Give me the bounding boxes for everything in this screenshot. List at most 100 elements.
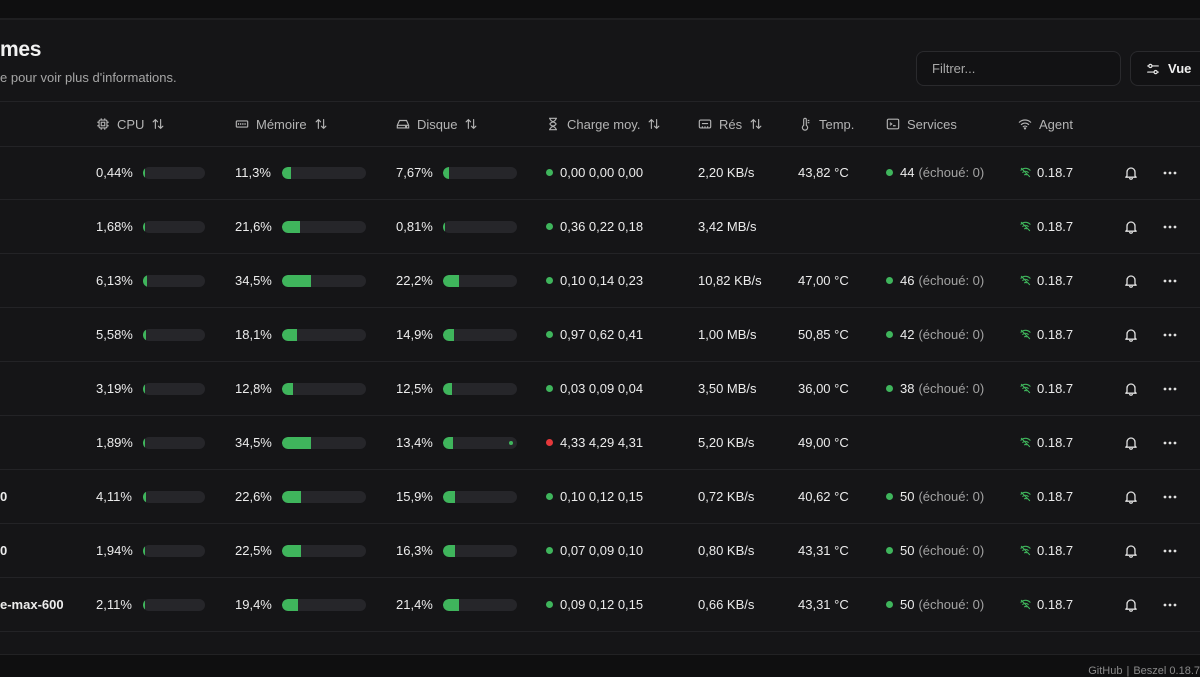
- top-bar: [0, 0, 1200, 19]
- memory-bar: [282, 382, 366, 395]
- notifications-button[interactable]: [1123, 362, 1139, 415]
- table-row[interactable]: 0,44% 11,3% 7,67% 0,00 0,00 0,00 2,20 KB/s 43…: [0, 146, 1200, 200]
- load-value: 0,10 0,12 0,15: [560, 489, 644, 504]
- column-temperature-label: Temp.: [819, 116, 855, 132]
- more-actions-button[interactable]: [1162, 146, 1178, 199]
- network-card-icon: [698, 119, 712, 129]
- more-actions-button[interactable]: [1162, 524, 1178, 577]
- agent-cell: 0.18.7: [1020, 146, 1073, 199]
- load-value: 0,09 0,12 0,15: [560, 597, 644, 612]
- agent-status-icon: [1020, 275, 1031, 286]
- system-name[interactable]: 0: [0, 489, 8, 504]
- notifications-button[interactable]: [1123, 416, 1139, 469]
- load-cell: 0,10 0,12 0,15: [546, 470, 643, 523]
- load-status-dot: [546, 439, 553, 446]
- notifications-button[interactable]: [1123, 146, 1139, 199]
- agent-version: 0.18.7: [1037, 543, 1074, 558]
- more-actions-button[interactable]: [1162, 308, 1178, 361]
- table-row[interactable]: 6,13% 34,5% 22,2% 0,10 0,14 0,23 10,82 KB/s 4…: [0, 254, 1200, 308]
- footer-separator: |: [1126, 665, 1130, 677]
- filter-input[interactable]: [916, 51, 1121, 86]
- notifications-button[interactable]: [1123, 254, 1139, 307]
- column-services[interactable]: Services: [886, 102, 957, 146]
- agent-status-icon: [1020, 167, 1031, 178]
- more-actions-button[interactable]: [1162, 200, 1178, 253]
- memory-bar: [282, 544, 366, 557]
- table-row[interactable]: 3,19% 12,8% 12,5% 0,03 0,09 0,04 3,50 MB/s 36…: [0, 362, 1200, 416]
- memory-cell: 11,3%: [235, 146, 366, 199]
- view-button[interactable]: Vue: [1130, 51, 1200, 86]
- more-actions-button[interactable]: [1162, 362, 1178, 415]
- notifications-button[interactable]: [1123, 578, 1139, 631]
- disk-bar: [443, 544, 517, 557]
- agent-cell: 0.18.7: [1020, 416, 1073, 469]
- column-cpu[interactable]: CPU: [96, 102, 165, 146]
- sort-icon: [153, 118, 164, 130]
- column-disk[interactable]: Disque: [396, 102, 478, 146]
- services-cell: 50 (échoué: 0): [886, 578, 984, 631]
- table-row[interactable]: 1,89% 34,5% 13,4% 4,33 4,29 4,31 5,20 KB/s 49…: [0, 416, 1200, 470]
- column-temperature[interactable]: Temp.: [798, 102, 854, 146]
- memory-icon: [235, 120, 249, 128]
- notifications-button[interactable]: [1123, 470, 1139, 523]
- disk-bar: [443, 166, 517, 179]
- load-value: 0,97 0,62 0,41: [560, 327, 644, 342]
- services-status-dot: [886, 169, 893, 176]
- temperature-value: 40,62 °C: [798, 489, 849, 504]
- system-name[interactable]: e-max-600: [0, 597, 64, 612]
- cpu-value: 0,44%: [96, 165, 133, 180]
- hourglass-icon: [549, 117, 557, 131]
- temperature-value: 47,00 °C: [798, 273, 849, 288]
- cpu-value: 1,68%: [96, 219, 133, 234]
- memory-value: 21,6%: [235, 219, 272, 234]
- notifications-button[interactable]: [1123, 200, 1139, 253]
- column-agent-label: Agent: [1039, 116, 1073, 132]
- agent-status-icon: [1020, 329, 1031, 340]
- bell-icon: [1125, 328, 1137, 342]
- memory-value: 19,4%: [235, 597, 272, 612]
- agent-version: 0.18.7: [1037, 489, 1074, 504]
- system-name[interactable]: 0: [0, 543, 8, 558]
- disk-bar: [443, 274, 517, 287]
- cpu-bar: [143, 274, 205, 287]
- column-disk-label: Disque: [417, 116, 458, 132]
- more-actions-button[interactable]: [1162, 416, 1178, 469]
- column-agent[interactable]: Agent: [1018, 102, 1073, 146]
- services-cell: 42 (échoué: 0): [886, 308, 984, 361]
- temperature-value: 36,00 °C: [798, 381, 849, 396]
- notifications-button[interactable]: [1123, 308, 1139, 361]
- load-status-dot: [546, 493, 553, 500]
- memory-cell: 34,5%: [235, 416, 366, 469]
- version-label[interactable]: Beszel 0.18.7: [1133, 665, 1200, 677]
- services-count: 50: [900, 543, 915, 558]
- github-link[interactable]: GitHub: [1088, 665, 1123, 677]
- agent-version: 0.18.7: [1037, 381, 1074, 396]
- table-row[interactable]: 0 4,11% 22,6% 15,9% 0,10 0,12 0,15 0,72 KB/s 4…: [0, 470, 1200, 524]
- memory-cell: 22,6%: [235, 470, 366, 523]
- column-memory[interactable]: Mémoire: [235, 102, 328, 146]
- column-services-label: Services: [907, 116, 957, 132]
- cpu-cell: 2,11%: [96, 578, 205, 631]
- cpu-value: 1,89%: [96, 435, 133, 450]
- load-cell: 0,10 0,14 0,23: [546, 254, 643, 307]
- cpu-bar: [143, 220, 205, 233]
- column-network-label: Rés: [719, 116, 743, 132]
- table-row[interactable]: 0 1,94% 22,5% 16,3% 0,07 0,09 0,10 0,80 KB/s 4…: [0, 524, 1200, 578]
- notifications-button[interactable]: [1123, 524, 1139, 577]
- disk-cell: 7,67%: [396, 146, 517, 199]
- table-row[interactable]: e-max-600 2,11% 19,4% 21,4% 0,09 0,12 0,15 0,…: [0, 578, 1200, 632]
- table-row[interactable]: 5,58% 18,1% 14,9% 0,97 0,62 0,41 1,00 MB/s 50…: [0, 308, 1200, 362]
- services-failed: (échoué: 0): [918, 381, 985, 396]
- table-row[interactable]: 1,68% 21,6% 0,81% 0,36 0,22 0,18 3,42 MB/s 0.…: [0, 200, 1200, 254]
- services-count: 50: [900, 489, 915, 504]
- memory-value: 34,5%: [235, 435, 272, 450]
- column-network[interactable]: Rés: [698, 102, 763, 146]
- load-cell: 0,36 0,22 0,18: [546, 200, 643, 253]
- column-load[interactable]: Charge moy.: [546, 102, 661, 146]
- network-value: 0,66 KB/s: [698, 597, 755, 612]
- more-actions-button[interactable]: [1162, 254, 1178, 307]
- more-actions-button[interactable]: [1162, 578, 1178, 631]
- more-icon: [1163, 549, 1177, 552]
- more-actions-button[interactable]: [1162, 470, 1178, 523]
- services-failed: (échoué: 0): [918, 597, 985, 612]
